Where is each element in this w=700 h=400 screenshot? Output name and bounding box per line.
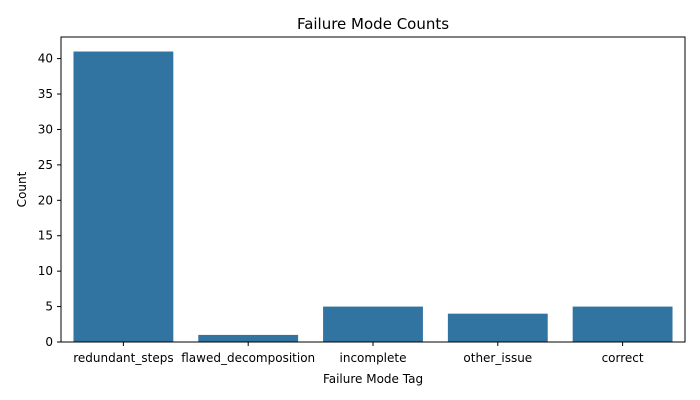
y-tick-label: 20 xyxy=(38,193,53,207)
x-tick-label: redundant_steps xyxy=(73,351,173,365)
y-axis: 0 5 10 15 20 25 30 35 40 xyxy=(38,52,61,349)
chart-title: Failure Mode Counts xyxy=(297,15,449,33)
y-tick-label: 30 xyxy=(38,122,53,136)
bars-group xyxy=(73,51,673,343)
bar-correct xyxy=(572,306,673,342)
bar-incomplete xyxy=(323,306,423,342)
x-axis-label: Failure Mode Tag xyxy=(323,372,423,386)
y-tick-label: 35 xyxy=(38,87,53,101)
y-tick-label: 15 xyxy=(38,229,53,243)
bar-redundant_steps xyxy=(73,51,174,343)
x-tick-label: correct xyxy=(602,351,644,365)
plot-frame xyxy=(60,36,686,343)
y-axis-label: Count xyxy=(15,171,29,207)
y-tick-label: 10 xyxy=(38,264,53,278)
bar-flawed_decomposition xyxy=(198,334,299,342)
y-tick-label: 0 xyxy=(45,335,53,349)
x-tick-label: flawed_decomposition xyxy=(181,351,315,365)
y-tick-label: 25 xyxy=(38,158,53,172)
x-axis: redundant_steps flawed_decomposition incom… xyxy=(73,342,644,365)
bar-other_issue xyxy=(447,313,548,342)
x-tick-label: other_issue xyxy=(463,351,532,365)
y-tick-label: 40 xyxy=(38,52,53,66)
y-tick-label: 5 xyxy=(45,300,53,314)
x-tick-label: incomplete xyxy=(340,351,407,365)
